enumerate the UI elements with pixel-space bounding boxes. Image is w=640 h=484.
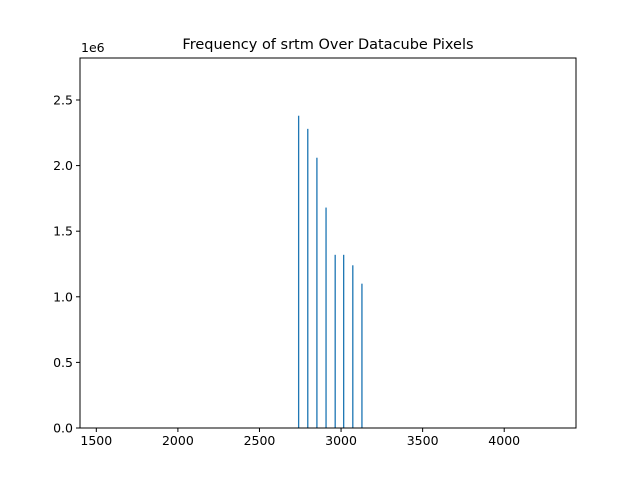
x-axis-ticks: 1500 2000 2500 3000 3500 4000 xyxy=(80,428,520,448)
bars-layer xyxy=(297,115,363,428)
y-tick-label: 0.0 xyxy=(53,421,73,436)
y-axis-offset-label: 1e6 xyxy=(81,40,105,55)
bar xyxy=(297,115,300,428)
y-tick-label: 2.5 xyxy=(53,92,73,107)
bar xyxy=(352,265,354,428)
bar xyxy=(307,128,309,428)
y-tick-label: 2.0 xyxy=(53,158,73,173)
x-tick-label: 2500 xyxy=(244,433,276,448)
bar xyxy=(334,254,336,428)
x-tick-label: 4000 xyxy=(488,433,520,448)
chart-title: Frequency of srtm Over Datacube Pixels xyxy=(182,37,473,53)
y-tick-label: 0.5 xyxy=(53,355,73,370)
plot-area-frame xyxy=(79,57,577,429)
x-tick-label: 2000 xyxy=(162,433,194,448)
bar xyxy=(361,283,363,428)
x-tick-label: 3000 xyxy=(325,433,357,448)
bar xyxy=(343,254,345,428)
y-axis-ticks: 0.0 0.5 1.0 1.5 2.0 2.5 xyxy=(53,92,80,436)
y-tick-label: 1.0 xyxy=(53,289,73,304)
bar xyxy=(316,157,318,428)
bar xyxy=(325,207,327,428)
x-tick-label: 1500 xyxy=(80,433,112,448)
y-tick-label: 1.5 xyxy=(53,224,73,239)
x-tick-label: 3500 xyxy=(407,433,439,448)
